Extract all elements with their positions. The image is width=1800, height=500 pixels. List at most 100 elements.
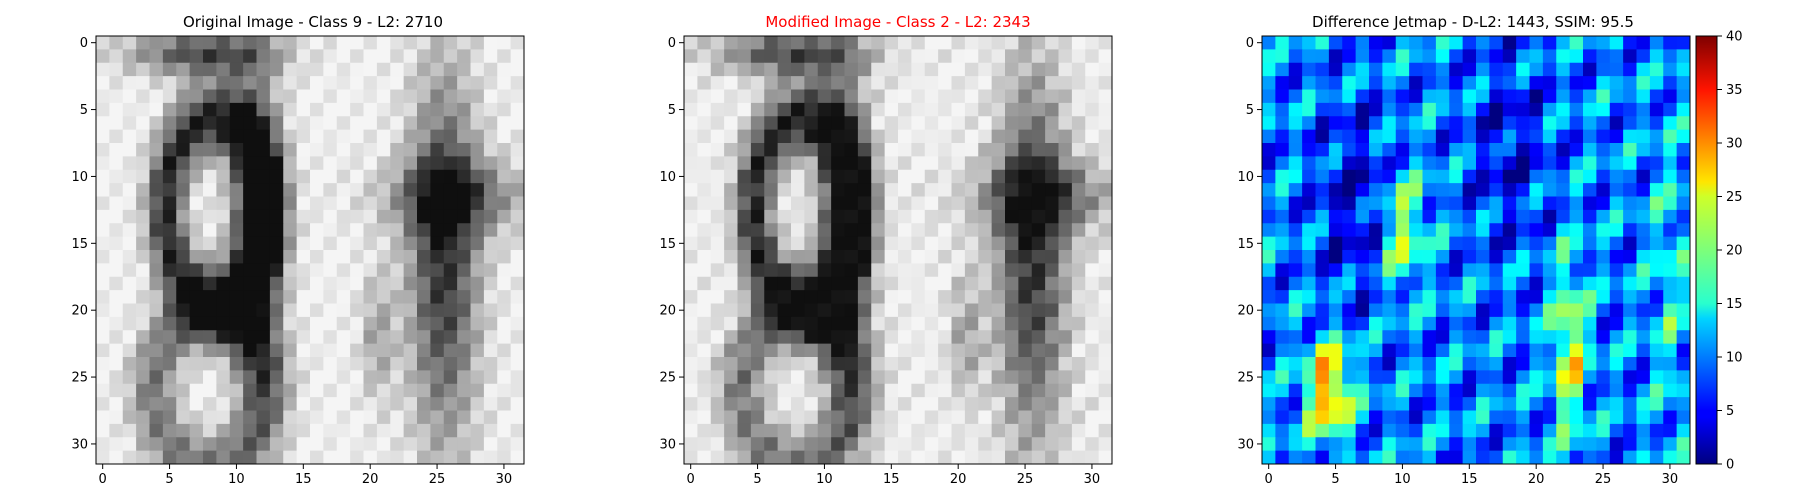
heatmap-cell — [737, 236, 752, 251]
heatmap-cell — [296, 450, 311, 465]
heatmap-cell — [857, 236, 872, 251]
heatmap-cell — [376, 397, 391, 411]
x-ticks: 0 5 10 15 20 25 30 — [687, 464, 1100, 487]
heatmap-cell — [229, 290, 244, 304]
heatmap-cell — [1275, 263, 1290, 278]
heatmap-cell — [1342, 209, 1357, 224]
heatmap-cell — [1085, 76, 1100, 90]
heatmap-cell — [1409, 143, 1423, 157]
heatmap-cell — [216, 49, 231, 64]
heatmap-cell — [430, 316, 445, 331]
heatmap-cell — [1489, 49, 1504, 64]
heatmap-cell — [991, 450, 1006, 465]
heatmap-cell — [149, 236, 164, 251]
heatmap-cell — [109, 316, 124, 331]
heatmap-cell — [1489, 330, 1504, 345]
heatmap-cell — [1058, 129, 1073, 144]
heatmap-cell — [964, 330, 979, 345]
heatmap-cell — [1369, 330, 1383, 345]
heatmap-cell — [817, 143, 832, 157]
heatmap-cell — [1369, 156, 1383, 171]
heatmap-cell — [1098, 397, 1113, 411]
heatmap-cell — [176, 397, 191, 411]
heatmap-cell — [1542, 250, 1557, 264]
heatmap-cell — [336, 383, 351, 398]
heatmap-cell — [1031, 290, 1046, 304]
heatmap-cell — [1031, 276, 1046, 291]
heatmap-cell — [350, 357, 364, 371]
heatmap-cell — [363, 89, 378, 104]
heatmap-cell — [978, 370, 993, 385]
heatmap-cell — [710, 49, 725, 64]
heatmap-cell — [1395, 76, 1410, 90]
heatmap-cell — [1676, 129, 1691, 144]
heatmap-cell — [791, 156, 805, 171]
heatmap-cell — [911, 450, 926, 465]
heatmap-cell — [1315, 102, 1330, 117]
heatmap-cell — [697, 102, 712, 117]
heatmap-cell — [417, 303, 431, 318]
heatmap-cell — [336, 209, 351, 224]
heatmap-cell — [457, 236, 471, 251]
heatmap-cell — [1489, 316, 1504, 331]
heatmap-cell — [871, 290, 886, 304]
heatmap-cell — [1409, 36, 1423, 50]
heatmap-cell — [1422, 156, 1437, 171]
heatmap-cell — [336, 357, 351, 371]
heatmap-cell — [1542, 209, 1557, 224]
heatmap-cell — [1409, 276, 1423, 291]
heatmap-cell — [724, 89, 738, 104]
heatmap-cell — [1649, 397, 1664, 411]
heatmap-cell — [1449, 129, 1464, 144]
heatmap-cell — [283, 330, 298, 345]
heatmap-cell — [216, 276, 231, 291]
heatmap-cell — [1018, 250, 1033, 264]
heatmap-cell — [964, 89, 979, 104]
heatmap-cell — [269, 290, 284, 304]
heatmap-cell — [777, 383, 792, 398]
heatmap-cell — [216, 303, 231, 318]
heatmap-cell — [1409, 410, 1423, 425]
heatmap-cell — [390, 156, 405, 171]
heatmap-cell — [898, 129, 912, 144]
heatmap-cell — [1476, 183, 1490, 197]
heatmap-cell — [1583, 116, 1597, 131]
heatmap-cell — [684, 89, 698, 104]
heatmap-cell — [1018, 263, 1033, 278]
heatmap-cell — [189, 437, 204, 452]
heatmap-cell — [176, 129, 191, 144]
heatmap-cell — [350, 397, 364, 411]
heatmap-cell — [951, 183, 966, 197]
heatmap-cell — [243, 36, 257, 50]
heatmap-cell — [1609, 49, 1624, 64]
heatmap-cell — [1516, 383, 1530, 398]
heatmap-cell — [443, 196, 458, 211]
heatmap-cell — [1435, 49, 1450, 64]
heatmap-cell — [764, 397, 779, 411]
heatmap-cell — [1395, 423, 1410, 438]
heatmap-cell — [1005, 223, 1019, 238]
heatmap-cell — [1382, 236, 1397, 251]
heatmap-cell — [510, 397, 525, 411]
heatmap-cell — [176, 116, 191, 131]
heatmap-cell — [817, 370, 832, 385]
heatmap-cell — [1435, 76, 1450, 90]
heatmap-cell — [1529, 36, 1544, 50]
heatmap-cell — [817, 156, 832, 171]
heatmap-cell — [390, 169, 405, 184]
heatmap-cell — [804, 156, 819, 171]
heatmap-cell — [1262, 276, 1276, 291]
heatmap-cell — [162, 290, 177, 304]
heatmap-cell — [898, 397, 912, 411]
heatmap-cell — [684, 76, 698, 90]
heatmap-cell — [149, 343, 164, 358]
heatmap-cell — [149, 116, 164, 131]
heatmap-cell — [1018, 383, 1033, 398]
heatmap-cell — [1302, 183, 1316, 197]
heatmap-cell — [1676, 383, 1691, 398]
heatmap-cell — [1422, 102, 1437, 117]
heatmap-cell — [724, 49, 738, 64]
heatmap-cell — [804, 49, 819, 64]
heatmap-cell — [1369, 423, 1383, 438]
heatmap-cell — [924, 437, 939, 452]
